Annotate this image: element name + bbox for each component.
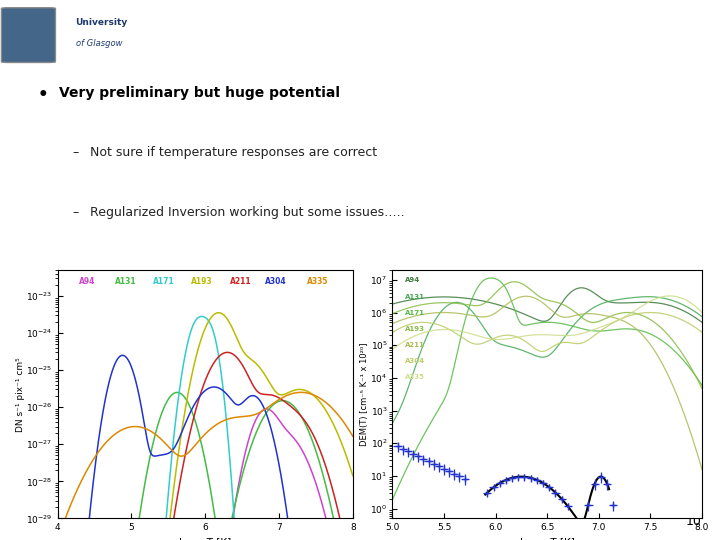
Text: University: University (76, 18, 128, 27)
Text: A94: A94 (79, 276, 95, 286)
FancyBboxPatch shape (4, 3, 130, 68)
Text: –: – (73, 206, 78, 219)
Text: A193: A193 (192, 276, 213, 286)
Text: A193: A193 (405, 326, 425, 332)
Text: A171: A171 (405, 310, 425, 316)
X-axis label: log₁₀ T [K]: log₁₀ T [K] (179, 538, 231, 540)
Y-axis label: DN s⁻¹ pix⁻¹ cm⁵: DN s⁻¹ pix⁻¹ cm⁵ (16, 357, 24, 431)
Text: A335: A335 (307, 276, 328, 286)
Text: A131: A131 (405, 294, 425, 300)
Text: A211: A211 (405, 342, 425, 348)
Text: 10: 10 (686, 515, 702, 528)
Text: Regularized Inversion working but some issues…..: Regularized Inversion working but some i… (90, 206, 405, 219)
Text: A304: A304 (265, 276, 287, 286)
X-axis label: Log₁₀ T [K]: Log₁₀ T [K] (520, 538, 575, 540)
Text: SDO/AIA Temperature Response: SDO/AIA Temperature Response (219, 23, 645, 47)
Text: Not sure if temperature responses are correct: Not sure if temperature responses are co… (90, 146, 377, 159)
Text: A335: A335 (405, 374, 425, 380)
Text: A94: A94 (405, 278, 420, 284)
Text: of Glasgow: of Glasgow (76, 39, 122, 48)
Text: –: – (73, 146, 78, 159)
Text: A304: A304 (405, 358, 425, 364)
Y-axis label: DEM(T) [cm⁻⁵ K⁻¹ x 10²⁰]: DEM(T) [cm⁻⁵ K⁻¹ x 10²⁰] (360, 342, 369, 446)
Text: Very preliminary but huge potential: Very preliminary but huge potential (58, 86, 340, 100)
Text: A171: A171 (153, 276, 175, 286)
Text: A131: A131 (114, 276, 136, 286)
FancyBboxPatch shape (1, 8, 55, 63)
Text: A211: A211 (230, 276, 251, 286)
Text: •: • (37, 86, 48, 104)
